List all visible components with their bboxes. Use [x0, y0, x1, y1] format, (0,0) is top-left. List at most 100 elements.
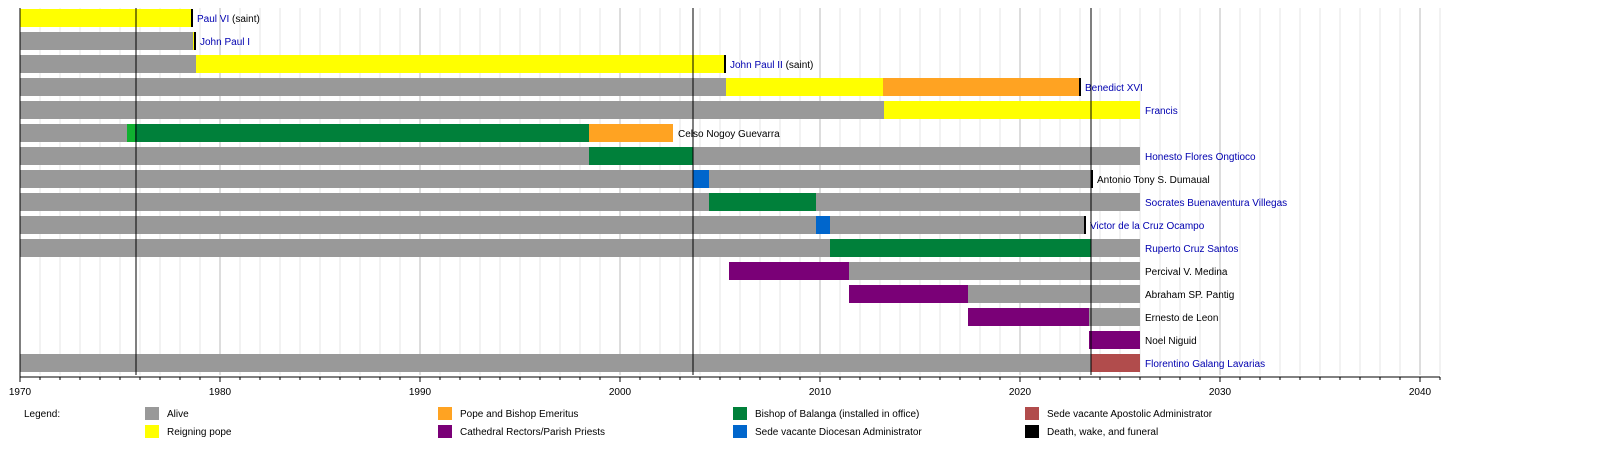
bar-emeritus — [883, 78, 1080, 96]
bar-alive — [20, 55, 196, 73]
person-name[interactable]: Ruperto Cruz Santos — [1145, 244, 1238, 255]
person-name[interactable]: John Paul II — [730, 60, 783, 71]
death-marker — [194, 32, 196, 50]
person-name: Noel Niguid — [1145, 336, 1197, 347]
bar-rector — [1089, 331, 1140, 349]
bar-rector — [729, 262, 849, 280]
person-name: Abraham SP. Pantig — [1145, 290, 1234, 301]
bar-alive — [20, 239, 830, 257]
bar-alive — [20, 78, 726, 96]
row-label: Ernesto de Leon — [1145, 313, 1218, 324]
person-name[interactable]: Honesto Flores Ongtioco — [1145, 152, 1256, 163]
bar-alive — [20, 216, 816, 234]
x-tick-label: 2020 — [1009, 387, 1032, 398]
row-label: Percival V. Medina — [1145, 267, 1228, 278]
legend-item: Alive — [145, 407, 189, 420]
legend-swatch — [438, 425, 452, 438]
bar-bishop-light — [127, 124, 135, 142]
legend-swatch — [733, 425, 747, 438]
bar-alive — [693, 147, 1140, 165]
timeline-row: Celso Nogoy Guevarra — [20, 124, 780, 142]
timeline-row: Benedict XVI — [20, 78, 1143, 96]
x-tick-label: 2040 — [1409, 387, 1432, 398]
bar-pope — [196, 55, 725, 73]
row-label: Florentino Galang Lavarias — [1145, 359, 1265, 370]
row-label: Socrates Buenaventura Villegas — [1145, 198, 1287, 209]
person-name[interactable]: Benedict XVI — [1085, 83, 1143, 94]
timeline-row: John Paul I — [20, 32, 250, 50]
person-name[interactable]: Socrates Buenaventura Villegas — [1145, 198, 1287, 209]
legend-swatch — [733, 407, 747, 420]
timeline-row: Noel Niguid — [1089, 331, 1197, 349]
timeline-row: Ernesto de Leon — [968, 308, 1218, 326]
death-marker — [1084, 216, 1086, 234]
bar-diocesan-admin — [816, 216, 830, 234]
legend-item: Sede vacante Diocesan Administrator — [733, 425, 922, 438]
x-tick-label: 2030 — [1209, 387, 1232, 398]
bar-diocesan-admin — [693, 170, 709, 188]
legend-label: Pope and Bishop Emeritus — [460, 409, 578, 420]
row-label: Benedict XVI — [1085, 83, 1143, 94]
row-label: John Paul I — [200, 37, 250, 48]
bar-bishop — [589, 147, 693, 165]
legend-swatch — [438, 407, 452, 420]
bar-bishop — [135, 124, 589, 142]
x-tick-label: 1980 — [209, 387, 232, 398]
row-label: Francis — [1145, 106, 1178, 117]
name-suffix: (saint) — [783, 60, 814, 71]
bar-bishop — [709, 193, 816, 211]
bar-alive — [20, 147, 589, 165]
bar-pope — [884, 101, 1140, 119]
death-marker — [1079, 78, 1081, 96]
bar-pope — [20, 9, 191, 27]
legend-label: Reigning pope — [167, 427, 232, 438]
legend-item: Pope and Bishop Emeritus — [438, 407, 578, 420]
row-label: Paul VI (saint) — [197, 14, 260, 25]
timeline-row: Paul VI (saint) — [20, 9, 260, 27]
timeline-row: Abraham SP. Pantig — [849, 285, 1234, 303]
timeline-row: Ruperto Cruz Santos — [20, 239, 1238, 257]
death-marker — [1091, 170, 1093, 188]
person-name: Antonio Tony S. Dumaual — [1097, 175, 1210, 186]
legend-swatch — [145, 425, 159, 438]
legend-item: Cathedral Rectors/Parish Priests — [438, 425, 605, 438]
legend-title: Legend: — [24, 409, 60, 420]
name-suffix: (saint) — [229, 14, 260, 25]
person-name[interactable]: Victor de la Cruz Ocampo — [1090, 221, 1205, 232]
legend-item: Sede vacante Apostolic Administrator — [1025, 407, 1213, 420]
bar-alive — [20, 124, 127, 142]
bar-alive — [20, 193, 709, 211]
x-tick-label: 2000 — [609, 387, 632, 398]
timeline-row: Florentino Galang Lavarias — [20, 354, 1265, 372]
person-name[interactable]: John Paul I — [200, 37, 250, 48]
row-label: Honesto Flores Ongtioco — [1145, 152, 1256, 163]
x-tick-label: 1990 — [409, 387, 432, 398]
bar-alive — [830, 216, 1084, 234]
bar-alive — [709, 170, 1091, 188]
legend-swatch — [1025, 425, 1039, 438]
legend-label: Bishop of Balanga (installed in office) — [755, 409, 919, 420]
bar-alive — [20, 170, 693, 188]
bar-pope — [726, 78, 883, 96]
legend-label: Death, wake, and funeral — [1047, 427, 1158, 438]
death-marker — [724, 55, 726, 73]
person-name[interactable]: Paul VI — [197, 14, 229, 25]
legend-item: Death, wake, and funeral — [1025, 425, 1158, 438]
row-label: Abraham SP. Pantig — [1145, 290, 1234, 301]
bar-emeritus — [589, 124, 673, 142]
bar-rector — [968, 308, 1089, 326]
person-name[interactable]: Francis — [1145, 106, 1178, 117]
timeline-row: Honesto Flores Ongtioco — [20, 147, 1256, 165]
legend-item: Reigning pope — [145, 425, 232, 438]
x-tick-label: 2010 — [809, 387, 832, 398]
timeline-row: Victor de la Cruz Ocampo — [20, 216, 1205, 234]
person-name: Ernesto de Leon — [1145, 313, 1218, 324]
row-label: Ruperto Cruz Santos — [1145, 244, 1238, 255]
death-marker — [191, 9, 193, 27]
legend-item: Bishop of Balanga (installed in office) — [733, 407, 919, 420]
timeline-row: Francis — [20, 101, 1178, 119]
person-name[interactable]: Florentino Galang Lavarias — [1145, 359, 1265, 370]
bar-alive — [849, 262, 1140, 280]
bar-alive — [816, 193, 1140, 211]
